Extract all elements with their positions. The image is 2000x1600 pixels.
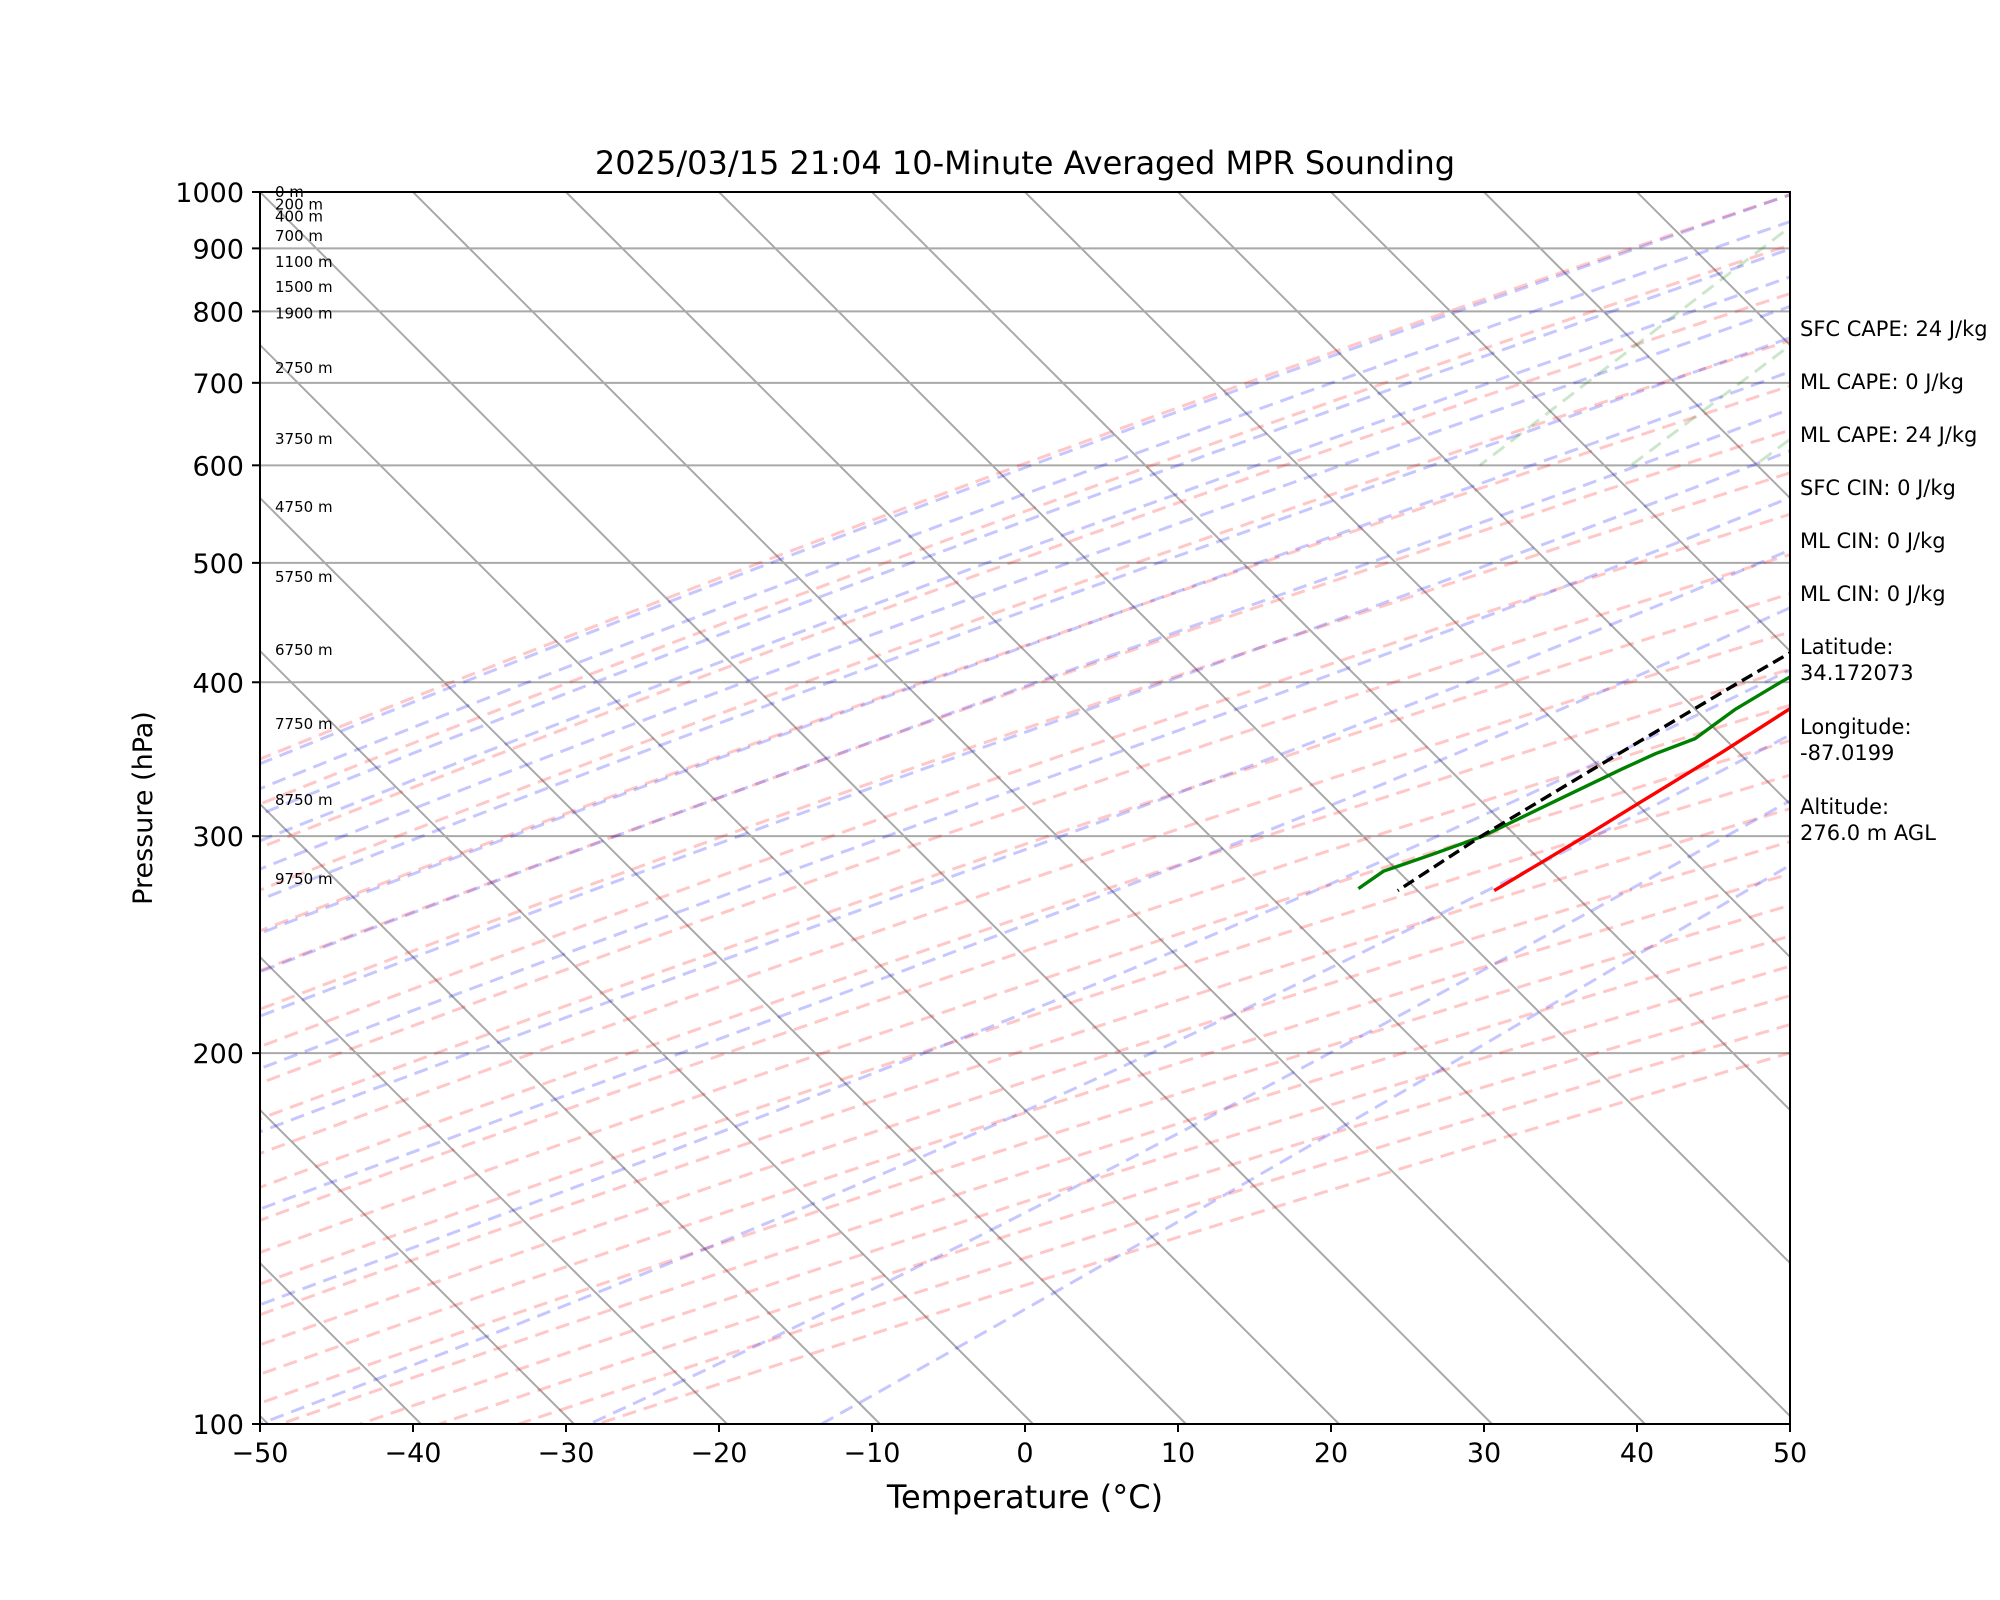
height-label: 8750 m <box>275 791 333 809</box>
isotherm-line <box>260 955 728 1424</box>
moist-adiabat-line <box>260 496 1790 1071</box>
dry-adiabat-line <box>260 592 1790 1121</box>
moist-adiabat-line <box>260 275 1790 843</box>
x-tick-label: 50 <box>1773 1438 1807 1469</box>
x-tick-label: 30 <box>1467 1438 1501 1469</box>
height-label: 1100 m <box>275 253 333 271</box>
isotherm-line <box>718 192 1790 1265</box>
height-label: 2750 m <box>275 359 333 377</box>
y-axis-label: Pressure (hPa) <box>128 711 159 905</box>
chart-title: 2025/03/15 21:04 10-Minute Averaged MPR … <box>595 144 1455 182</box>
height-label: 200 m <box>275 195 323 213</box>
x-tick-label: 20 <box>1314 1438 1348 1469</box>
sounding-profile-line <box>1357 674 1790 890</box>
y-tick-label: 300 <box>192 822 244 853</box>
y-tick-label: 400 <box>192 668 244 699</box>
height-label: 700 m <box>275 227 323 245</box>
x-axis-label: Temperature (°C) <box>886 1478 1163 1516</box>
x-tick-label: 0 <box>1016 1438 1033 1469</box>
dry-adiabat-line <box>359 964 1790 1424</box>
height-label: 4750 m <box>275 498 333 516</box>
height-label: 6750 m <box>275 641 333 659</box>
moist-adiabat-line <box>260 193 1790 766</box>
x-tick-label: −10 <box>844 1438 901 1469</box>
y-tick-label: 500 <box>192 549 244 580</box>
altitude-text: Altitude: 276.0 m AGL <box>1800 795 1936 845</box>
height-label: 9750 m <box>275 870 333 888</box>
height-label: 7750 m <box>275 715 333 733</box>
sfc-cape-text: SFC CAPE: 24 J/kg <box>1800 317 1988 341</box>
y-tick-label: 200 <box>192 1039 244 1070</box>
x-tick-label: −30 <box>538 1438 595 1469</box>
y-tick-label: 900 <box>192 234 244 265</box>
height-label: 0 m <box>275 183 304 201</box>
y-tick-label: 700 <box>192 369 244 400</box>
dry-adiabat-line <box>260 807 1790 1317</box>
isotherm-line <box>260 496 1187 1424</box>
height-label: 3750 m <box>275 430 333 448</box>
height-label: 400 m <box>275 208 323 226</box>
ml-cin-text: ML CIN: 0 J/kg <box>1800 582 1946 606</box>
sounding-profile-line <box>1493 706 1790 893</box>
ml-cape-text: ML CAPE: 0 J/kg <box>1800 370 1965 394</box>
dry-adiabat-line <box>260 553 1790 1085</box>
moist-adiabat-line <box>260 548 1790 1134</box>
isotherm-line <box>260 802 881 1424</box>
x-tick-label: −40 <box>385 1438 442 1469</box>
moist-adiabat-line <box>260 668 1790 1307</box>
isotherm-line <box>1483 192 1790 500</box>
x-tick-label: −20 <box>691 1438 748 1469</box>
dry-adiabat-line <box>260 292 1790 850</box>
moist-adiabat-line <box>260 247 1790 816</box>
dry-adiabat-line <box>260 773 1790 1286</box>
isotherm-line <box>0 192 115 1424</box>
y-tick-label: 100 <box>192 1410 244 1441</box>
moist-adiabat-line <box>260 407 1790 974</box>
isotherm-line <box>412 192 1646 1424</box>
y-tick-label: 1000 <box>175 178 244 209</box>
height-label: 1900 m <box>275 304 333 322</box>
isotherm-line <box>565 192 1790 1418</box>
x-tick-label: 10 <box>1161 1438 1195 1469</box>
dry-adiabat-line <box>260 872 1790 1376</box>
dry-adiabat-line <box>260 738 1790 1255</box>
ml-cin-text: ML CIN: 0 J/kg <box>1800 529 1946 553</box>
x-tick-label: 40 <box>1620 1438 1654 1469</box>
dry-adiabat-line <box>260 471 1790 1011</box>
isotherm-line <box>260 343 1340 1424</box>
dry-adiabat-line <box>260 243 1790 806</box>
mixing-ratio-line <box>1478 225 1790 467</box>
moist-adiabat-line <box>260 336 1790 902</box>
isotherm-line <box>1177 192 1790 806</box>
y-tick-label: 600 <box>192 451 244 482</box>
isotherm-line <box>1330 192 1790 653</box>
y-tick-label: 800 <box>192 297 244 328</box>
mixing-ratio-line <box>1630 343 1790 467</box>
sounding-profile-line <box>1396 650 1790 893</box>
moist-adiabat-line <box>260 370 1790 936</box>
isotherm-line <box>1024 192 1790 959</box>
longitude-text: Longitude: -87.0199 <box>1800 715 1912 765</box>
x-tick-label: −50 <box>232 1438 289 1469</box>
moist-adiabat-line <box>260 449 1790 1018</box>
isotherm-line <box>260 1108 575 1424</box>
ml-cape-text: ML CAPE: 24 J/kg <box>1800 423 1978 447</box>
latitude-text: Latitude: 34.172073 <box>1800 635 1914 685</box>
height-label: 5750 m <box>275 568 333 586</box>
sfc-cin-text: SFC CIN: 0 J/kg <box>1800 476 1956 500</box>
moist-adiabat-line <box>260 220 1790 791</box>
dry-adiabat-line <box>260 903 1790 1405</box>
dry-adiabat-line <box>260 512 1790 1049</box>
moist-adiabat-line <box>260 304 1790 871</box>
isotherm-line <box>260 649 1034 1424</box>
height-label: 1500 m <box>275 278 333 296</box>
isotherm-line <box>260 192 1493 1424</box>
dry-adiabat-line <box>260 193 1790 761</box>
isotherm-line <box>871 192 1790 1112</box>
dry-adiabat-line <box>260 703 1790 1222</box>
